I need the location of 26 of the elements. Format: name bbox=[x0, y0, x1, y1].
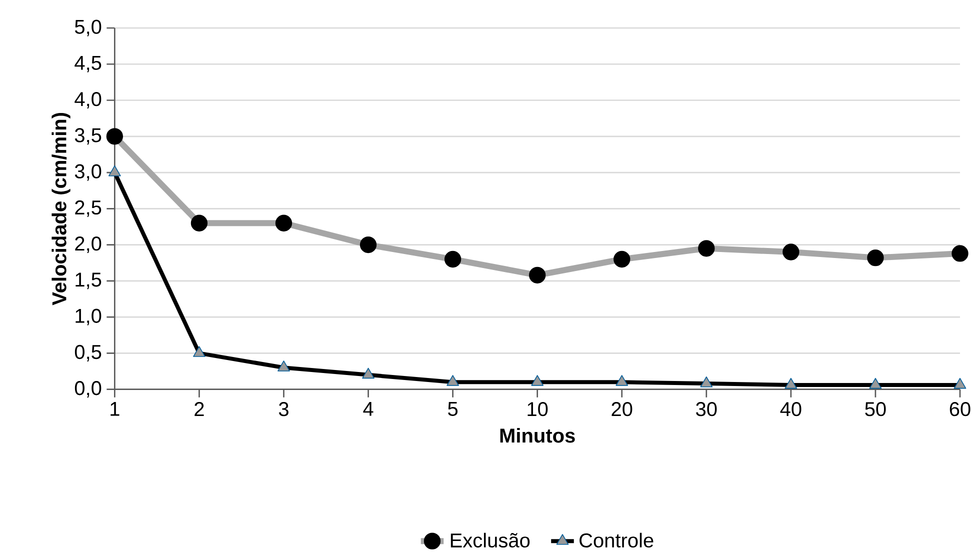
x-tick-label: 40 bbox=[780, 402, 802, 416]
x-tick-label: 10 bbox=[528, 402, 548, 416]
y-tick-label: 0,5 bbox=[74, 344, 102, 362]
y-tick-label: 0,0 bbox=[74, 381, 102, 398]
y-tick-label: 1,0 bbox=[76, 308, 102, 326]
y-tick-label: 5,0 bbox=[74, 20, 102, 36]
x-tick-label: 4 bbox=[363, 402, 374, 416]
y-tick-label: 4,5 bbox=[74, 56, 102, 72]
x-tick-label: 30 bbox=[696, 402, 717, 416]
y-axis-title: Velocidade (cm/min) bbox=[52, 112, 70, 306]
x-tick-label: 1 bbox=[110, 402, 120, 416]
y-tick-label: 2,0 bbox=[75, 236, 102, 254]
y-tick-label: 3,0 bbox=[74, 164, 102, 181]
x-tick-label: 60 bbox=[950, 402, 970, 416]
x-tick-label: 50 bbox=[865, 402, 886, 416]
y-tick-label: 3,5 bbox=[74, 128, 102, 145]
x-tick-label: 2 bbox=[194, 402, 204, 416]
x-axis-title: Minutos bbox=[500, 428, 575, 443]
x-tick-label: 5 bbox=[448, 402, 458, 416]
y-tick-label: 1,5 bbox=[76, 272, 102, 290]
y-tick-label: 2,5 bbox=[75, 200, 102, 217]
legend-label: Exclusão bbox=[450, 532, 530, 548]
legend-label: Controle bbox=[580, 532, 654, 548]
x-tick-label: 3 bbox=[278, 402, 288, 416]
y-tick-label: 4,0 bbox=[74, 92, 102, 109]
x-tick-label: 20 bbox=[612, 402, 632, 416]
